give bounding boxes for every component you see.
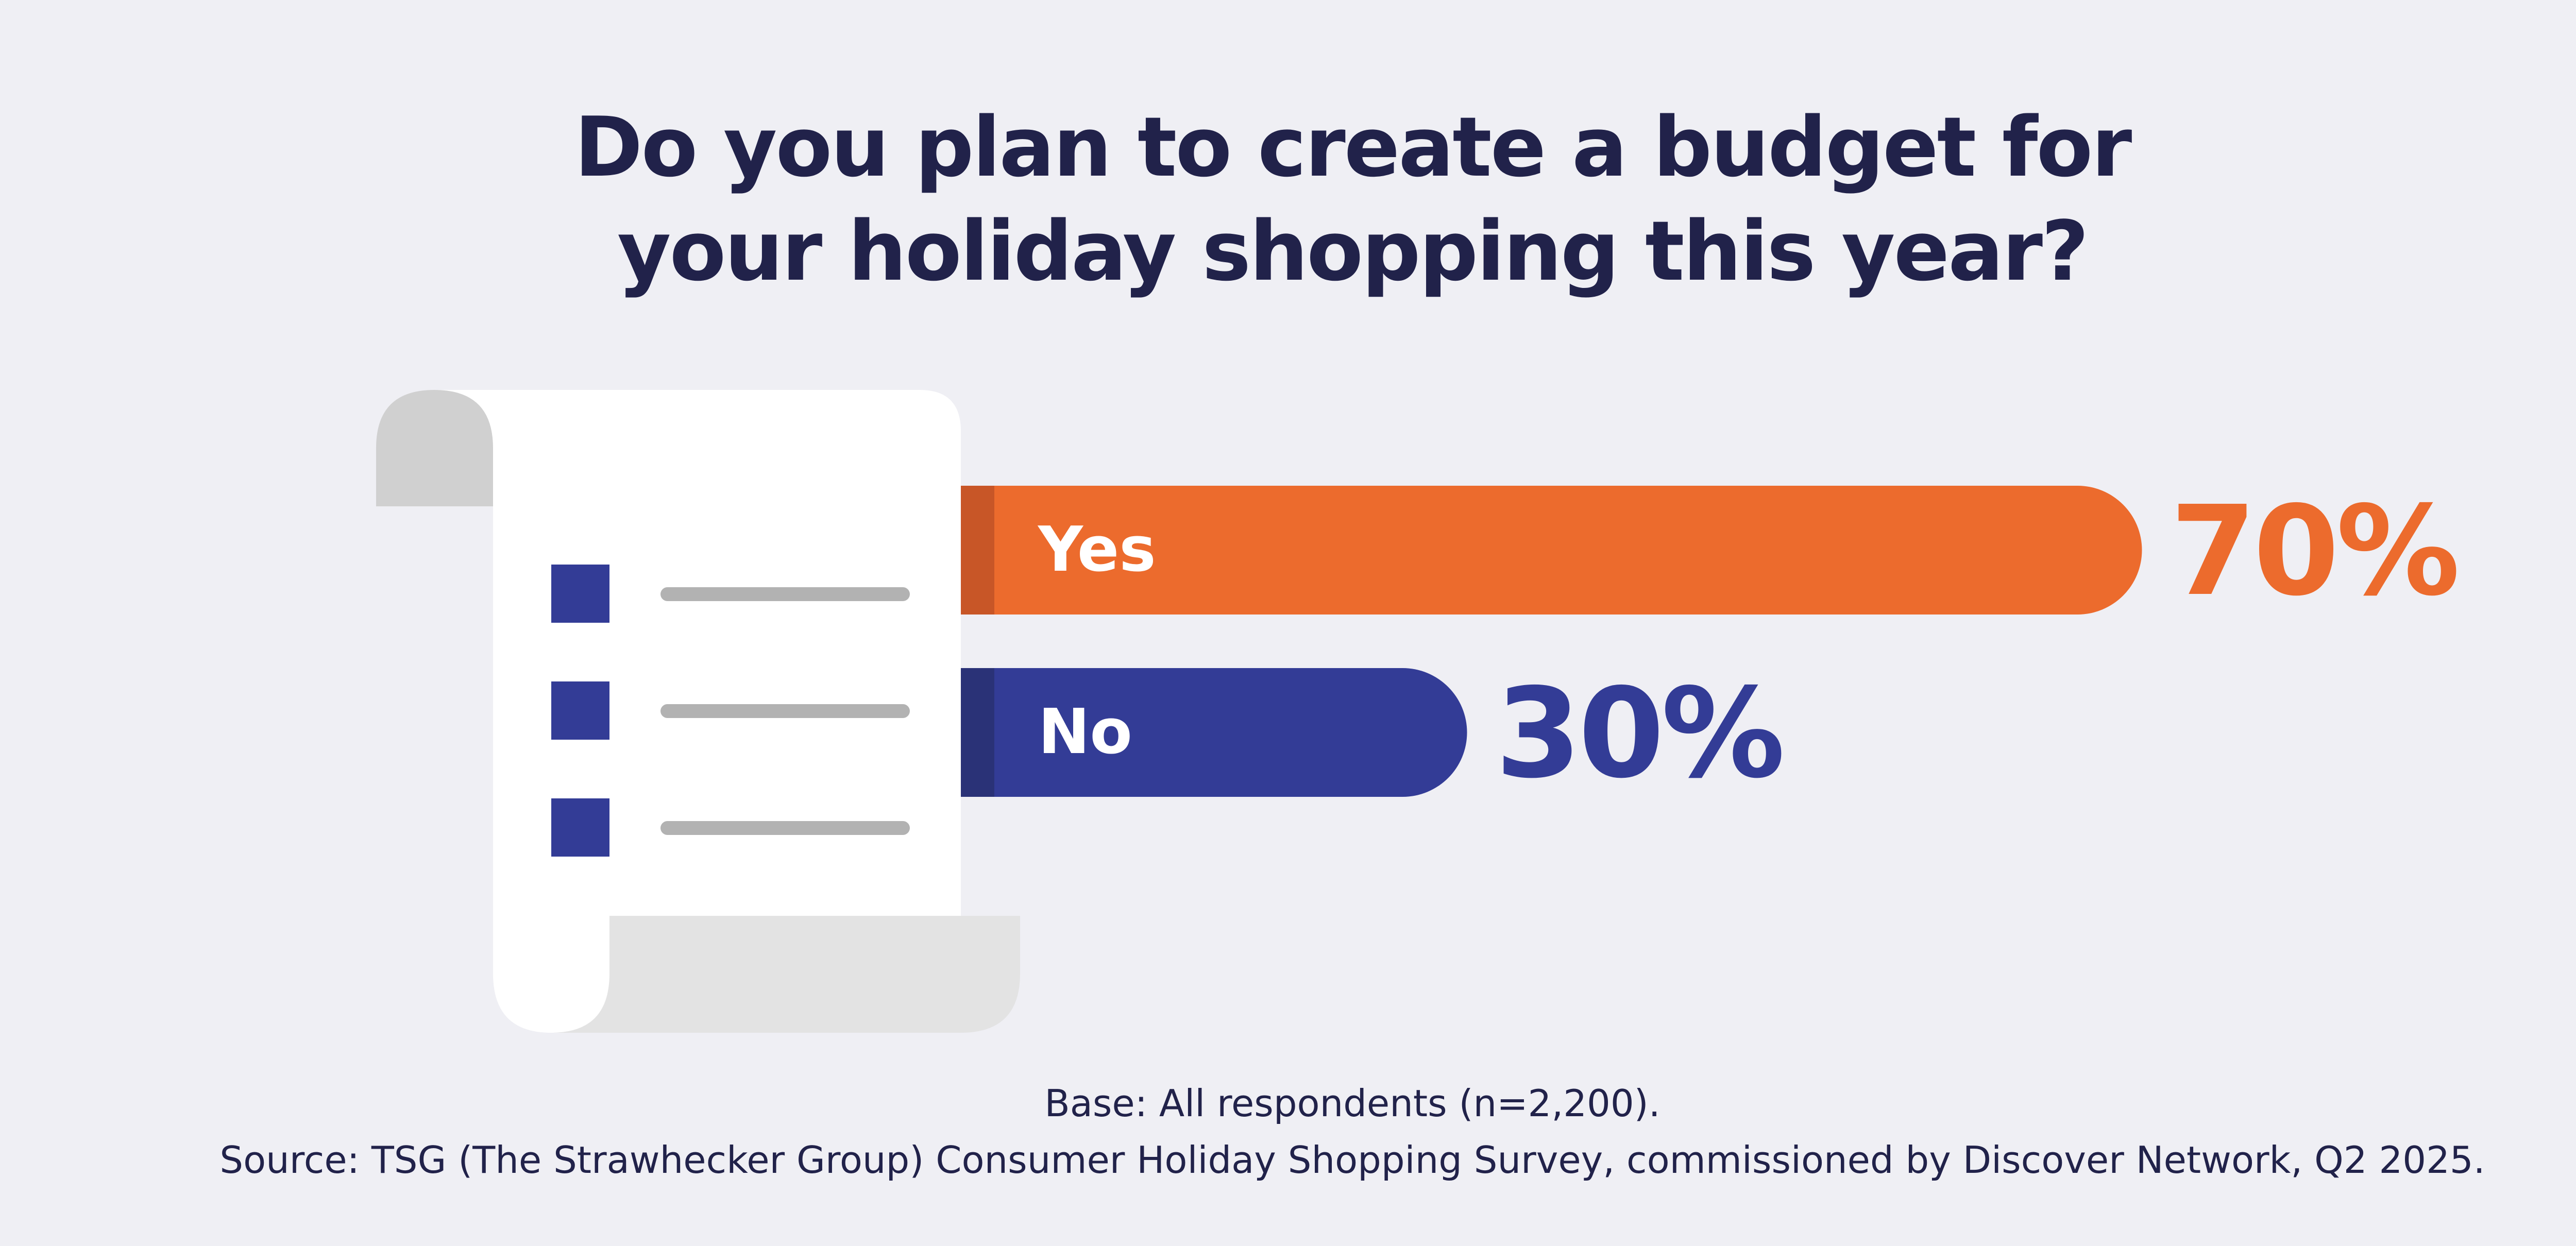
checkbox-icon-3 (551, 798, 609, 857)
checklist-line-1 (660, 587, 910, 601)
scroll-bottom-roll (554, 916, 1020, 1033)
bar-accent-no (961, 668, 994, 797)
checklist-line-3 (660, 821, 910, 835)
bar-group-no: No 30% (961, 661, 1785, 806)
footer-source: Source: TSG (The Strawhecker Group) Cons… (219, 1138, 2485, 1182)
chart-title-line-1: Do you plan to create a budget for (574, 99, 2132, 195)
bar-accent-yes (961, 486, 994, 615)
bar-group-yes: Yes 70% (961, 479, 2460, 623)
checklist-line-2 (660, 704, 910, 718)
bar-no (961, 668, 1467, 797)
footer-base: Base: All respondents (n=2,200). (1044, 1082, 1660, 1125)
scroll-top-curl (376, 390, 495, 506)
chart-title: Do you plan to create a budget for your … (0, 95, 2576, 303)
chart-title-line-2: your holiday shopping this year? (617, 203, 2089, 299)
checkbox-icon-1 (551, 565, 609, 623)
value-label-no: 30% (1496, 661, 1782, 806)
value-label-yes: 70% (2171, 479, 2457, 623)
category-label-yes: Yes (1037, 514, 1156, 586)
checkbox-icon-2 (551, 681, 609, 740)
category-label-no: No (1038, 696, 1132, 768)
bar-yes (961, 486, 2142, 615)
